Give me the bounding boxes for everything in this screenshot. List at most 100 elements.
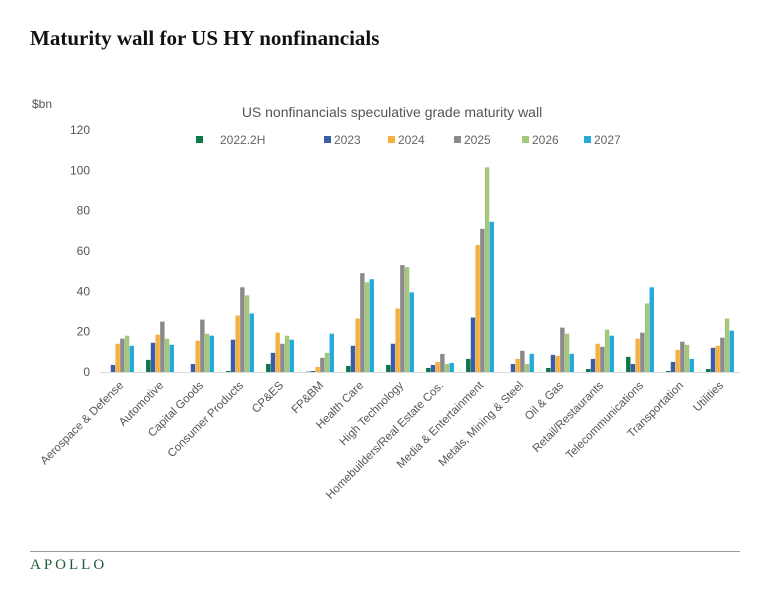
bar bbox=[475, 244, 480, 372]
legend-swatch bbox=[324, 136, 331, 143]
x-tick-label: Retail/Restaurants bbox=[531, 379, 607, 455]
bar bbox=[310, 370, 316, 372]
bar bbox=[350, 345, 356, 372]
bar bbox=[444, 363, 450, 372]
bar bbox=[586, 368, 591, 372]
bar bbox=[369, 279, 374, 372]
bar bbox=[564, 333, 570, 372]
bar bbox=[720, 337, 725, 372]
bar bbox=[400, 265, 405, 372]
legend-swatch bbox=[196, 136, 203, 143]
bar bbox=[430, 364, 436, 372]
y-tick-label: 0 bbox=[83, 365, 90, 379]
bar bbox=[604, 329, 610, 372]
x-tick-label: Telecommunications bbox=[564, 379, 646, 461]
bar bbox=[266, 363, 271, 372]
legend-label: 2025 bbox=[464, 133, 491, 147]
bar bbox=[409, 292, 414, 372]
bar bbox=[146, 359, 151, 372]
y-tick-label: 20 bbox=[77, 325, 91, 339]
bar bbox=[470, 317, 476, 372]
bar bbox=[115, 343, 120, 372]
apollo-logo: APOLLO bbox=[30, 557, 108, 573]
bar bbox=[600, 346, 605, 372]
bar bbox=[609, 335, 614, 372]
bar bbox=[346, 365, 351, 372]
bar bbox=[680, 341, 685, 372]
legend-label: 2022.2H bbox=[220, 133, 265, 147]
bar bbox=[670, 361, 676, 372]
bar bbox=[386, 364, 391, 372]
bar bbox=[426, 367, 431, 372]
bar bbox=[515, 358, 520, 372]
bar bbox=[204, 333, 210, 372]
y-tick-label: 100 bbox=[70, 163, 90, 177]
bar bbox=[200, 319, 205, 372]
bar bbox=[129, 345, 134, 372]
bar bbox=[630, 363, 636, 372]
y-tick-label: 120 bbox=[70, 123, 90, 137]
page-title: Maturity wall for US HY nonfinancials bbox=[30, 26, 380, 50]
bar bbox=[230, 339, 236, 372]
bar bbox=[449, 362, 454, 372]
bar bbox=[440, 353, 445, 372]
bar bbox=[124, 335, 130, 372]
bar bbox=[320, 357, 325, 372]
bar bbox=[626, 356, 631, 372]
bar bbox=[240, 287, 245, 372]
bar bbox=[120, 338, 125, 372]
bar bbox=[640, 332, 645, 372]
bar bbox=[715, 345, 720, 372]
bar bbox=[560, 327, 565, 372]
bar bbox=[644, 303, 650, 372]
bar bbox=[595, 343, 600, 372]
legend-swatch bbox=[388, 136, 395, 143]
bar bbox=[244, 295, 250, 372]
bar bbox=[484, 167, 490, 372]
bar bbox=[324, 352, 330, 372]
bar bbox=[480, 228, 485, 372]
bar bbox=[510, 363, 516, 372]
bar bbox=[675, 349, 680, 372]
bar bbox=[590, 358, 596, 372]
legend-swatch bbox=[522, 136, 529, 143]
legend-swatch bbox=[454, 136, 461, 143]
y-tick-label: 80 bbox=[77, 204, 91, 218]
bar bbox=[155, 334, 160, 372]
x-tick-label: CP&ES bbox=[250, 379, 286, 415]
bar bbox=[546, 367, 551, 372]
bar bbox=[169, 344, 174, 372]
bar bbox=[729, 330, 734, 372]
y-tick-label: 40 bbox=[77, 284, 91, 298]
y-axis-label: $bn bbox=[32, 97, 52, 111]
legend-label: 2023 bbox=[334, 133, 361, 147]
legend-swatch bbox=[584, 136, 591, 143]
bar bbox=[355, 318, 360, 372]
bar bbox=[364, 282, 370, 372]
bar bbox=[395, 308, 400, 372]
bar bbox=[529, 353, 534, 372]
bar bbox=[190, 363, 196, 372]
bar bbox=[550, 354, 556, 372]
bar bbox=[289, 339, 294, 372]
bar bbox=[710, 347, 716, 372]
bar bbox=[235, 315, 240, 372]
chart-title: US nonfinancials speculative grade matur… bbox=[242, 104, 542, 120]
legend-label: 2024 bbox=[398, 133, 425, 147]
bar bbox=[360, 273, 365, 372]
x-tick-label: Consumer Products bbox=[166, 379, 247, 460]
bar bbox=[226, 370, 231, 372]
bar bbox=[404, 267, 410, 372]
legend-label: 2026 bbox=[532, 133, 559, 147]
legend-label: 2027 bbox=[594, 133, 621, 147]
x-tick-label: Metals, Mining & Steel bbox=[437, 380, 526, 469]
x-tick-label: Utilities bbox=[691, 379, 726, 414]
bar bbox=[520, 350, 525, 372]
bar bbox=[150, 342, 156, 372]
bar bbox=[724, 318, 730, 372]
x-tick-label: FP&BM bbox=[290, 380, 327, 417]
bar bbox=[390, 343, 396, 372]
bar bbox=[160, 321, 165, 372]
bar bbox=[635, 338, 640, 372]
bar bbox=[689, 358, 694, 372]
